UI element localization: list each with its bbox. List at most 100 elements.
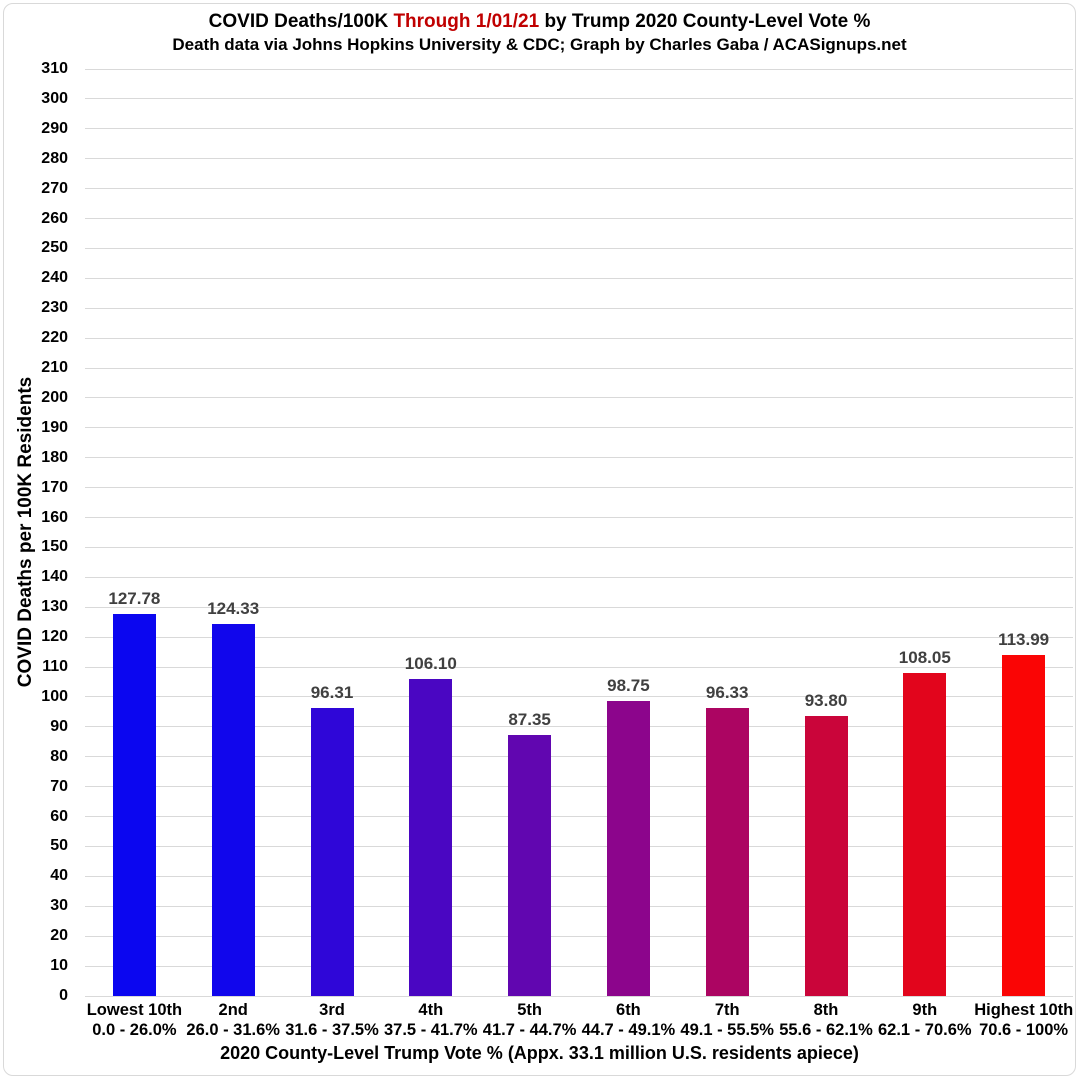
x-category-label: 6th 44.7 - 49.1% [579,1000,678,1040]
gridline [85,517,1073,519]
gridline [85,128,1073,130]
y-tick-label: 280 [41,149,68,167]
gridline [85,845,1073,847]
x-category-name: Lowest 10th [86,1001,183,1019]
y-tick-label: 180 [41,448,68,466]
y-tick-label: 290 [41,119,68,137]
gridline [85,995,1073,997]
gridline [85,636,1073,638]
gridline [85,905,1073,907]
bar-value-label: 96.33 [705,682,749,702]
x-category-name: 4th [418,1001,444,1019]
bar-value-label: 96.31 [310,683,354,703]
gridline [85,457,1073,459]
y-tick-label: 120 [41,628,68,646]
x-category-range: 49.1 - 55.5% [680,1021,774,1039]
y-tick-label: 70 [50,777,68,795]
gridline [85,606,1073,608]
gridline [85,786,1073,788]
y-tick-label: 30 [50,897,68,915]
x-category-label: 4th 37.5 - 41.7% [381,1000,480,1040]
bar-value-label: 127.78 [108,588,161,608]
x-category-label: 2nd 26.0 - 31.6% [184,1000,283,1040]
x-category-name: 9th [912,1001,938,1019]
gridline [85,158,1073,160]
bar-3 [310,708,354,996]
x-category-name: 6th [616,1001,641,1019]
y-tick-label: 100 [41,687,68,705]
x-category-range: 0.0 - 26.0% [92,1021,177,1039]
bar-2 [211,624,255,996]
y-tick-label: 190 [41,418,68,436]
x-category-range: 37.5 - 41.7% [384,1021,478,1039]
x-category-range: 44.7 - 49.1% [581,1021,676,1039]
gridline [85,726,1073,728]
x-category-name: 3rd [319,1001,345,1019]
y-tick-label: 310 [41,60,68,77]
bar-value-label: 87.35 [508,709,551,729]
y-tick-label: 250 [41,239,68,257]
y-tick-label: 150 [41,538,68,556]
y-tick-label: 300 [41,89,68,107]
x-category-range: 55.6 - 62.1% [779,1021,873,1039]
gridline [85,816,1073,818]
chart-title: COVID Deaths/100K Through 1/01/21 by Tru… [4,11,1075,33]
gridline [85,98,1073,100]
bar-10 [1002,655,1046,996]
y-tick-label: 50 [50,837,68,855]
x-category-range: 31.6 - 37.5% [285,1021,379,1039]
x-category-label: 9th 62.1 - 70.6% [875,1000,974,1040]
x-category-label: 8th 55.6 - 62.1% [777,1000,876,1040]
gridline [85,696,1073,698]
y-tick-label: 0 [59,987,68,1004]
bar-value-label: 124.33 [207,599,260,619]
y-tick-label: 210 [41,359,68,377]
chart-title-part1: COVID Deaths/100K [208,11,389,32]
y-tick-label: 220 [41,329,68,347]
y-tick-label: 130 [41,598,68,616]
y-tick-label: 110 [42,658,68,676]
gridline [85,487,1073,489]
y-tick-label: 260 [41,209,68,227]
y-tick-label: 40 [50,867,68,885]
gridline [85,397,1073,399]
bar-1 [112,613,156,996]
gridline [85,756,1073,758]
y-tick-label: 20 [50,927,68,945]
x-category-label: 7th 49.1 - 55.5% [678,1000,777,1040]
x-category-range: 26.0 - 31.6% [186,1021,280,1039]
gridline [85,546,1073,548]
gridline [85,188,1073,190]
gridline [85,935,1073,937]
y-tick-label: 90 [50,717,68,735]
gridline [85,307,1073,309]
bar-8 [804,715,848,996]
x-category-range: 41.7 - 44.7% [482,1021,577,1039]
gridline [85,576,1073,578]
x-category-name: 5th [517,1001,542,1019]
y-tick-label: 270 [41,179,68,197]
gridline [85,427,1073,429]
x-category-name: 2nd [218,1001,248,1019]
chart-title-highlight: Through 1/01/21 [393,11,540,32]
y-tick-label: 240 [41,269,68,287]
x-category-range: 62.1 - 70.6% [878,1021,972,1039]
gridline [85,367,1073,369]
y-tick-label: 230 [41,299,68,317]
bar-5 [508,734,552,996]
x-category-label: Lowest 10th 0.0 - 26.0% [85,1000,184,1040]
y-tick-label: 170 [41,478,68,496]
gridline [85,218,1073,220]
bar-value-label: 93.80 [804,690,848,710]
gridline [85,247,1073,249]
x-category-range: 70.6 - 100% [979,1021,1069,1039]
bar-value-label: 108.05 [898,647,951,667]
gridline [85,965,1073,967]
gridline [85,875,1073,877]
y-tick-label: 60 [50,807,68,825]
x-category-name: Highest 10th [974,1001,1074,1019]
gridline [85,68,1073,70]
gridline [85,337,1073,339]
y-tick-label: 10 [50,957,68,975]
chart-subtitle: Death data via Johns Hopkins University … [172,35,907,54]
